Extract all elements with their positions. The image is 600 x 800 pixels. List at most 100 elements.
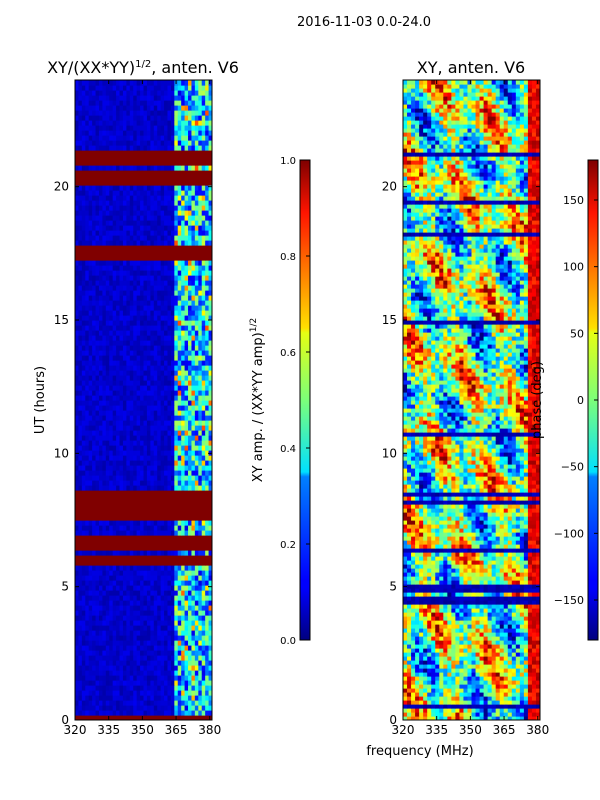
heatmap-cell bbox=[122, 415, 127, 421]
heatmap-cell bbox=[146, 250, 151, 256]
heatmap-cell bbox=[109, 425, 114, 431]
heatmap-cell bbox=[78, 395, 83, 401]
heatmap-cell bbox=[201, 600, 206, 606]
heatmap-cell bbox=[78, 495, 83, 501]
heatmap-cell bbox=[92, 175, 97, 181]
heatmap-cell bbox=[98, 270, 103, 276]
heatmap-cell bbox=[205, 565, 210, 571]
heatmap-cell bbox=[150, 710, 155, 716]
heatmap-cell bbox=[157, 170, 162, 176]
heatmap-cell bbox=[198, 370, 203, 376]
heatmap-cell bbox=[198, 540, 203, 546]
heatmap-cell bbox=[126, 630, 131, 636]
heatmap-cell bbox=[143, 155, 148, 161]
heatmap-cell bbox=[153, 410, 158, 416]
heatmap-cell bbox=[129, 540, 134, 546]
heatmap-cell bbox=[146, 295, 151, 301]
heatmap-cell bbox=[140, 570, 145, 576]
heatmap-cell bbox=[105, 160, 110, 166]
heatmap-cell bbox=[150, 575, 155, 581]
heatmap-cell bbox=[198, 175, 203, 181]
heatmap-cell bbox=[98, 445, 103, 451]
heatmap-cell bbox=[170, 110, 175, 116]
heatmap-cell bbox=[112, 190, 117, 196]
heatmap-cell bbox=[157, 95, 162, 101]
heatmap-cell bbox=[153, 565, 158, 571]
heatmap-cell bbox=[157, 105, 162, 111]
heatmap-cell bbox=[129, 595, 134, 601]
heatmap-cell bbox=[75, 255, 80, 261]
heatmap-cell bbox=[167, 440, 172, 446]
heatmap-cell bbox=[119, 555, 124, 561]
heatmap-cell bbox=[95, 615, 100, 621]
heatmap-cell bbox=[191, 230, 196, 236]
heatmap-cell bbox=[205, 555, 210, 561]
heatmap-cell bbox=[92, 285, 97, 291]
heatmap-cell bbox=[92, 410, 97, 416]
heatmap-cell bbox=[78, 465, 83, 471]
heatmap-cell bbox=[126, 250, 131, 256]
heatmap-cell bbox=[109, 475, 114, 481]
heatmap-cell bbox=[177, 385, 182, 391]
heatmap-cell bbox=[92, 120, 97, 126]
heatmap-cell bbox=[102, 545, 107, 551]
heatmap-cell bbox=[81, 300, 86, 306]
heatmap-cell bbox=[181, 570, 186, 576]
heatmap-cell bbox=[126, 690, 131, 696]
heatmap-cell bbox=[95, 175, 100, 181]
heatmap-cell bbox=[85, 130, 90, 136]
heatmap-cell bbox=[143, 145, 148, 151]
heatmap-cell bbox=[129, 700, 134, 706]
heatmap-cell bbox=[153, 580, 158, 586]
heatmap-cell bbox=[85, 710, 90, 716]
heatmap-cell bbox=[198, 685, 203, 691]
heatmap-cell bbox=[126, 130, 131, 136]
heatmap-cell bbox=[119, 515, 124, 521]
heatmap-cell bbox=[208, 500, 212, 506]
heatmap-cell bbox=[181, 400, 186, 406]
heatmap-cell bbox=[129, 270, 134, 276]
heatmap-cell bbox=[146, 700, 151, 706]
heatmap-cell bbox=[167, 275, 172, 281]
heatmap-cell bbox=[167, 380, 172, 386]
heatmap-cell bbox=[133, 175, 138, 181]
heatmap-cell bbox=[109, 125, 114, 131]
heatmap-cell bbox=[88, 120, 93, 126]
heatmap-cell bbox=[78, 210, 83, 216]
heatmap-cell bbox=[208, 540, 212, 546]
heatmap-cell bbox=[153, 520, 158, 526]
heatmap-cell bbox=[112, 630, 117, 636]
heatmap-cell bbox=[109, 675, 114, 681]
heatmap-cell bbox=[88, 100, 93, 106]
heatmap-cell bbox=[188, 555, 193, 561]
heatmap-cell bbox=[167, 210, 172, 216]
heatmap-cell bbox=[98, 690, 103, 696]
heatmap-cell bbox=[78, 625, 83, 631]
heatmap-cell bbox=[105, 270, 110, 276]
heatmap-cell bbox=[95, 295, 100, 301]
heatmap-cell bbox=[174, 120, 179, 126]
heatmap-cell bbox=[181, 695, 186, 701]
heatmap-cell bbox=[191, 150, 196, 156]
heatmap-cell bbox=[194, 490, 199, 496]
heatmap-cell bbox=[85, 150, 90, 156]
heatmap-cell bbox=[92, 320, 97, 326]
heatmap-cell bbox=[160, 695, 165, 701]
heatmap-cell bbox=[153, 380, 158, 386]
heatmap-cell bbox=[95, 545, 100, 551]
heatmap-cell bbox=[109, 110, 114, 116]
heatmap-cell bbox=[102, 430, 107, 436]
heatmap-cell bbox=[191, 625, 196, 631]
heatmap-cell bbox=[157, 285, 162, 291]
heatmap-cell bbox=[92, 540, 97, 546]
heatmap-cell bbox=[160, 200, 165, 206]
heatmap-cell bbox=[177, 370, 182, 376]
heatmap-cell bbox=[109, 365, 114, 371]
heatmap-cell bbox=[170, 385, 175, 391]
heatmap-cell bbox=[191, 300, 196, 306]
heatmap-cell bbox=[143, 675, 148, 681]
heatmap-cell bbox=[167, 490, 172, 496]
heatmap-cell bbox=[167, 195, 172, 201]
heatmap-cell bbox=[112, 285, 117, 291]
heatmap-cell bbox=[81, 275, 86, 281]
